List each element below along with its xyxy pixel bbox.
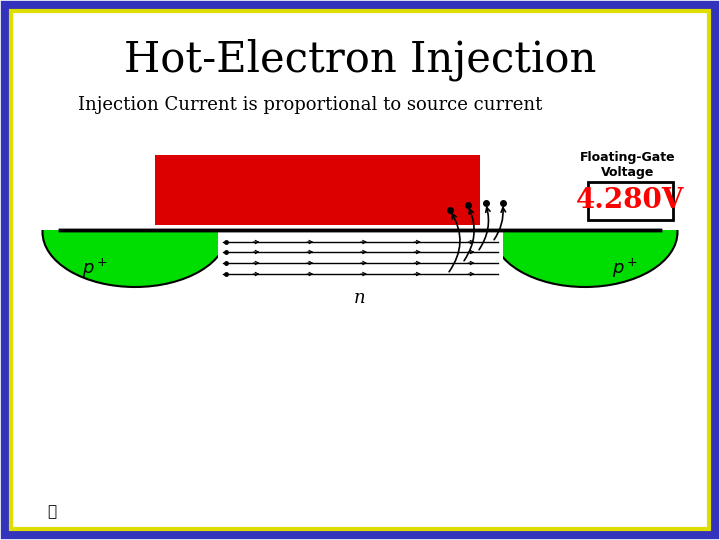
Text: 4.280V: 4.280V: [576, 187, 684, 214]
Bar: [487, 150, 683, 230]
Ellipse shape: [492, 177, 678, 287]
Text: $p^+$: $p^+$: [612, 256, 638, 280]
Text: n: n: [354, 289, 366, 307]
Text: Injection Current is proportional to source current: Injection Current is proportional to sou…: [78, 96, 542, 114]
Text: Hot-Electron Injection: Hot-Electron Injection: [124, 39, 596, 81]
Ellipse shape: [42, 177, 228, 287]
Bar: [155, 155, 480, 225]
Bar: [37, 150, 233, 230]
Bar: [588, 182, 673, 220]
Text: $p^+$: $p^+$: [82, 256, 108, 280]
Text: Floating-Gate
Voltage: Floating-Gate Voltage: [580, 151, 676, 179]
Bar: [217, 230, 503, 285]
Text: 🐝: 🐝: [48, 504, 57, 519]
